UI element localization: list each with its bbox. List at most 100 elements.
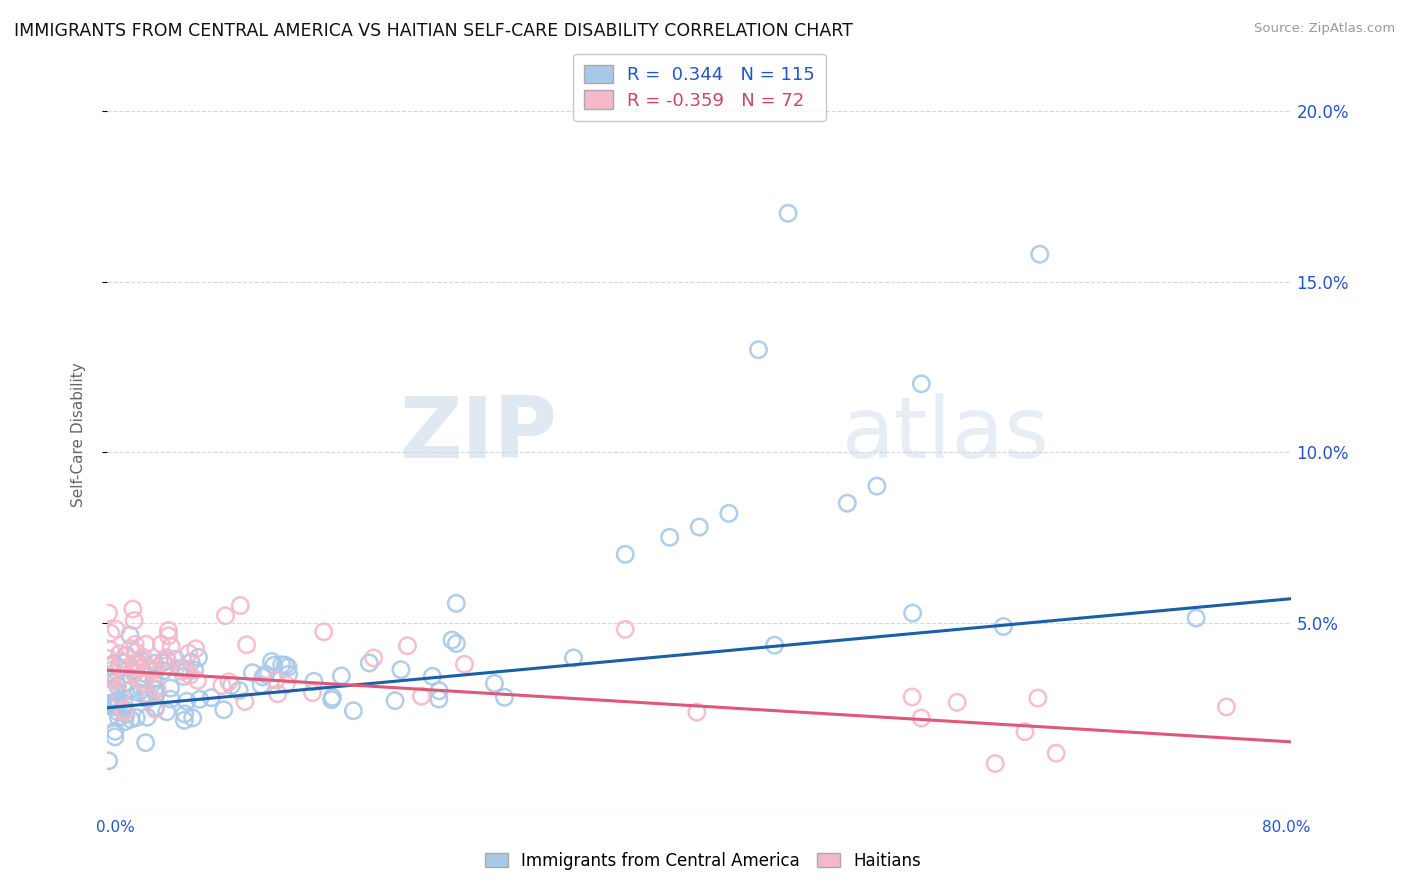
Point	[384, 694, 406, 708]
Point	[100, 642, 122, 657]
Point	[200, 690, 222, 705]
Point	[658, 530, 681, 544]
Point	[1026, 691, 1049, 706]
Point	[128, 673, 150, 688]
Point	[118, 628, 141, 642]
Point	[112, 705, 135, 719]
Point	[446, 636, 468, 650]
Point	[115, 707, 138, 722]
Point	[107, 698, 129, 713]
Point	[174, 663, 197, 677]
Point	[250, 678, 273, 692]
Point	[422, 669, 444, 683]
Point	[173, 706, 195, 721]
Point	[101, 672, 124, 686]
Point	[136, 692, 159, 706]
Point	[141, 690, 163, 705]
Point	[184, 641, 207, 656]
Point	[453, 657, 475, 672]
Point	[136, 687, 159, 701]
Point	[155, 658, 177, 673]
Point	[270, 657, 292, 672]
Point	[104, 673, 127, 688]
Point	[120, 682, 142, 697]
Point	[136, 710, 159, 724]
Point	[128, 685, 150, 699]
Point	[104, 730, 127, 744]
Point	[276, 678, 298, 692]
Text: 80.0%: 80.0%	[1263, 821, 1310, 835]
Point	[105, 623, 128, 637]
Point	[254, 667, 277, 681]
Legend: R =  0.344   N = 115, R = -0.359   N = 72: R = 0.344 N = 115, R = -0.359 N = 72	[572, 54, 825, 120]
Point	[494, 690, 516, 705]
Point	[97, 754, 120, 768]
Point	[260, 655, 283, 669]
Point	[98, 697, 121, 711]
Point	[165, 652, 187, 666]
Point	[446, 596, 468, 610]
Point	[107, 660, 129, 674]
Point	[267, 687, 290, 701]
Point	[910, 711, 932, 725]
Point	[98, 672, 121, 686]
Point	[117, 675, 139, 690]
Point	[252, 670, 274, 684]
Point	[157, 624, 180, 638]
Text: 0.0%: 0.0%	[96, 821, 135, 835]
Point	[112, 697, 135, 711]
Point	[218, 674, 240, 689]
Point	[170, 665, 193, 679]
Point	[312, 624, 335, 639]
Point	[274, 658, 297, 673]
Point	[277, 660, 299, 674]
Point	[747, 343, 769, 357]
Point	[134, 658, 156, 673]
Text: Source: ZipAtlas.com: Source: ZipAtlas.com	[1254, 22, 1395, 36]
Point	[396, 639, 419, 653]
Point	[115, 684, 138, 698]
Point	[114, 703, 136, 717]
Point	[187, 650, 209, 665]
Point	[614, 623, 637, 637]
Point	[143, 682, 166, 697]
Point	[107, 711, 129, 725]
Point	[411, 690, 433, 704]
Point	[427, 683, 450, 698]
Point	[179, 668, 201, 682]
Point	[129, 661, 152, 675]
Point	[277, 667, 299, 681]
Point	[135, 736, 157, 750]
Point	[160, 640, 183, 654]
Point	[152, 664, 174, 678]
Point	[100, 682, 122, 697]
Point	[121, 664, 143, 678]
Point	[142, 675, 165, 690]
Point	[122, 614, 145, 628]
Point	[946, 695, 969, 709]
Point	[152, 654, 174, 668]
Point	[1045, 746, 1067, 760]
Point	[778, 206, 800, 220]
Point	[127, 655, 149, 669]
Point	[131, 654, 153, 668]
Point	[115, 648, 138, 663]
Point	[134, 676, 156, 690]
Point	[101, 699, 124, 714]
Point	[180, 655, 202, 669]
Point	[143, 702, 166, 716]
Point	[104, 697, 127, 711]
Point	[145, 687, 167, 701]
Point	[763, 638, 786, 652]
Text: atlas: atlas	[841, 393, 1049, 476]
Text: ZIP: ZIP	[399, 393, 557, 476]
Point	[98, 698, 121, 713]
Point	[125, 645, 148, 659]
Point	[235, 638, 257, 652]
Point	[107, 693, 129, 707]
Point	[107, 706, 129, 720]
Point	[173, 662, 195, 676]
Point	[686, 705, 709, 719]
Point	[122, 657, 145, 671]
Point	[100, 626, 122, 640]
